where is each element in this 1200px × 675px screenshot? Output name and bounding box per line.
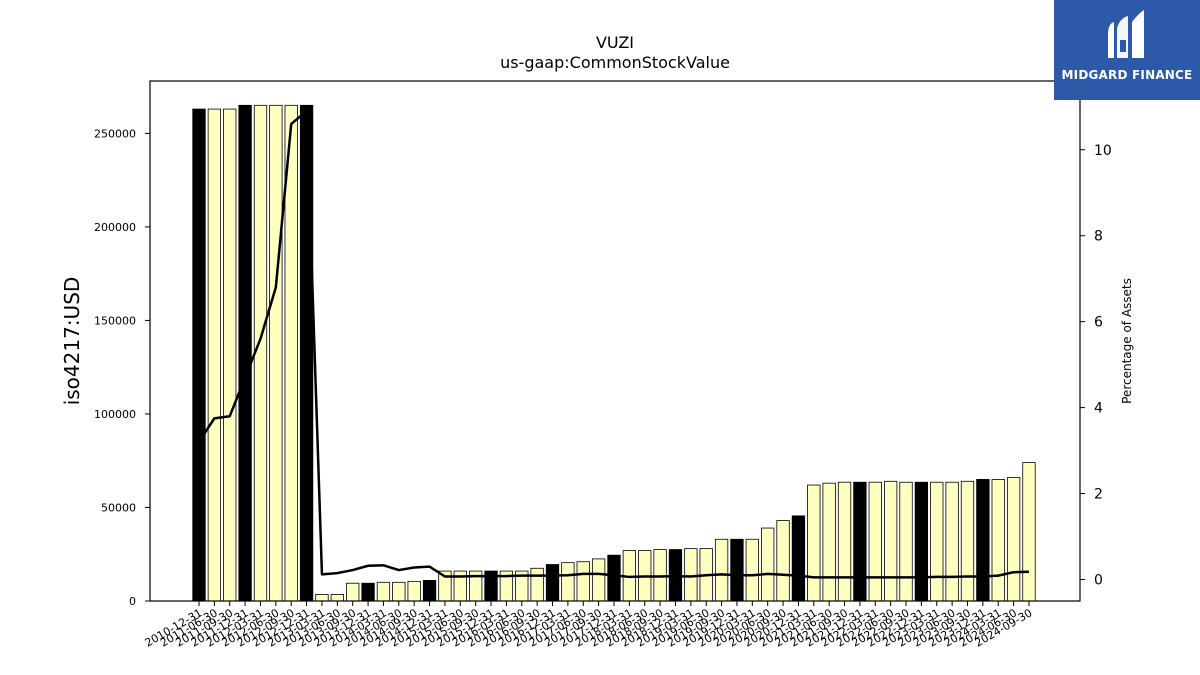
bar [561, 562, 575, 602]
y-tick-label: 50000 [101, 501, 136, 514]
y-tick-label: 100000 [94, 408, 136, 421]
bar [1022, 462, 1036, 602]
y-axis: 0 50000 100000 150000 200000 250000 [94, 127, 150, 608]
bar [330, 594, 344, 602]
bar [745, 538, 759, 602]
bar [960, 480, 975, 602]
bar [361, 582, 375, 602]
bar [299, 104, 314, 602]
bar [868, 481, 882, 602]
bar [407, 580, 421, 602]
bar [822, 482, 836, 602]
y2-tick-label: 8 [1094, 229, 1103, 245]
bar [776, 520, 790, 602]
y-tick-label: 250000 [94, 127, 136, 140]
logo-text: MIDGARD FINANCE [1061, 68, 1193, 82]
bar [376, 581, 391, 602]
bar [392, 581, 406, 602]
bar [269, 104, 283, 602]
bar [192, 108, 206, 602]
y2-tick-label: 6 [1094, 315, 1103, 331]
bar [930, 481, 944, 602]
bar [837, 481, 852, 602]
bar [315, 594, 329, 602]
bar [591, 558, 606, 602]
bars-group [192, 104, 1036, 602]
y2-axis: 0 2 4 6 8 10 [1080, 143, 1112, 589]
midgard-logo: MIDGARD FINANCE [1054, 0, 1200, 100]
bar [853, 481, 867, 602]
y2-tick-label: 10 [1094, 143, 1112, 159]
bar [791, 515, 806, 602]
bar [346, 582, 360, 602]
bar [684, 548, 698, 602]
bar [530, 567, 544, 602]
bar [761, 527, 775, 602]
bar [730, 538, 744, 602]
y-tick-label: 0 [129, 595, 136, 608]
line-group [197, 109, 1030, 579]
y2-tick-label: 4 [1094, 401, 1103, 417]
bar [914, 481, 929, 602]
plot-frame [149, 80, 1081, 602]
chart-title: VUZI [596, 33, 634, 52]
y-axis-label: iso4217:USD [60, 277, 84, 406]
bar [714, 538, 729, 602]
y-tick-label: 200000 [94, 221, 136, 234]
bar [945, 481, 959, 602]
bar [976, 479, 990, 602]
midgard-m-logo-icon [1108, 10, 1144, 58]
bar [807, 484, 821, 602]
bar [545, 564, 560, 602]
y-tick-label: 150000 [94, 314, 136, 327]
chart-subtitle: us-gaap:CommonStockValue [500, 53, 730, 72]
y2-axis-label: Percentage of Assets [1120, 278, 1134, 404]
series-line [197, 109, 1030, 579]
bar [899, 481, 913, 602]
bar [576, 561, 590, 602]
bar [238, 104, 252, 602]
bar [991, 479, 1005, 602]
bar [607, 554, 621, 602]
y2-tick-label: 2 [1094, 487, 1103, 503]
bar [422, 580, 437, 602]
x-axis: 2010-12-312011-06-302011-09-302011-12-31… [143, 601, 1034, 650]
bar [207, 108, 222, 602]
bar [1006, 477, 1021, 602]
bar [884, 480, 898, 602]
y2-tick-label: 0 [1094, 573, 1103, 589]
bar [223, 108, 237, 602]
